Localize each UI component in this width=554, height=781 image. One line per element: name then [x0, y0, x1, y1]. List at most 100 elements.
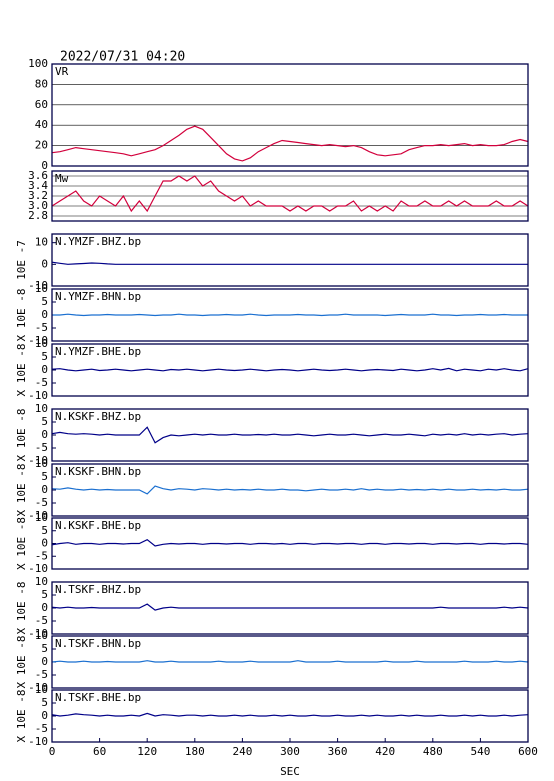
data-line — [51, 367, 529, 372]
y-tick-label: 40 — [35, 118, 48, 131]
data-line — [51, 660, 529, 663]
y-tick-label: -10 — [28, 334, 48, 347]
y-tick-label: -5 — [35, 321, 48, 334]
y-tick-label: -10 — [28, 509, 48, 522]
y-tick-label: 10 — [35, 282, 48, 295]
panel-frame — [51, 343, 529, 397]
y-axis-label: X 10E -8 — [15, 517, 28, 570]
y-tick-label: 0 — [41, 601, 48, 614]
y-tick-label: 0 — [41, 655, 48, 668]
panel-label: N.KSKF.BHE.bp — [55, 519, 141, 532]
x-tick-label: 240 — [232, 745, 252, 758]
data-line — [51, 712, 529, 717]
y-axis-label: X 10E -8 — [15, 582, 28, 635]
y-tick-label: 100 — [28, 57, 48, 70]
y-tick-label: 60 — [35, 98, 48, 111]
chart-title: 2022/07/31 04:20 — [60, 50, 185, 65]
data-line — [51, 538, 529, 547]
y-tick-label: -5 — [35, 376, 48, 389]
data-line — [51, 426, 529, 444]
y-axis-label: 10E -7 — [15, 240, 28, 280]
y-axis-label: X 10E -8 — [15, 409, 28, 462]
panel-frame — [51, 233, 529, 287]
y-tick-label: 5 — [41, 295, 48, 308]
y-tick-label: 3.2 — [28, 189, 48, 202]
y-tick-label: -10 — [28, 454, 48, 467]
y-tick-label: 2.8 — [28, 209, 48, 222]
y-tick-label: 0 — [41, 257, 48, 270]
y-tick-label: 3.4 — [28, 179, 48, 192]
x-tick-label: 0 — [49, 745, 56, 758]
panel-label: N.YMZF.BHE.bp — [55, 345, 141, 358]
panel-frame — [51, 288, 529, 342]
y-tick-label: 5 — [41, 415, 48, 428]
x-tick-label: 60 — [93, 745, 106, 758]
panel-label: N.KSKF.BHZ.bp — [55, 410, 141, 423]
y-axis-label: X 10E -8 — [15, 289, 28, 342]
panel-label: VR — [55, 65, 69, 78]
y-axis-label: X 10E -8 — [15, 690, 28, 743]
y-tick-label: 10 — [35, 337, 48, 350]
panel-frame — [51, 635, 529, 689]
y-tick-label: 0 — [41, 159, 48, 172]
y-tick-label: 0 — [41, 308, 48, 321]
panel-label: N.TSKF.BHN.bp — [55, 637, 141, 650]
panel-frame — [51, 581, 529, 635]
panel-label: N.TSKF.BHE.bp — [55, 691, 141, 704]
y-tick-label: 5 — [41, 350, 48, 363]
data-line — [52, 313, 528, 317]
x-tick-label: 480 — [423, 745, 443, 758]
y-tick-label: -10 — [28, 389, 48, 402]
y-tick-label: 10 — [35, 629, 48, 642]
y-tick-label: 10 — [35, 575, 48, 588]
y-tick-label: 10 — [35, 402, 48, 415]
y-axis-label: X 10E -8 — [15, 344, 28, 397]
x-tick-label: 360 — [328, 745, 348, 758]
panel-frame — [51, 63, 529, 167]
panel-label: N.YMZF.BHN.bp — [55, 290, 141, 303]
y-tick-label: -10 — [28, 279, 48, 292]
x-tick-label: 300 — [280, 745, 300, 758]
y-tick-label: -5 — [35, 549, 48, 562]
x-tick-label: 420 — [375, 745, 395, 758]
panel-label: N.TSKF.BHZ.bp — [55, 583, 141, 596]
y-tick-label: 5 — [41, 588, 48, 601]
y-tick-label: 20 — [35, 139, 48, 152]
y-tick-label: -5 — [35, 722, 48, 735]
y-tick-label: 80 — [35, 77, 48, 90]
y-tick-label: 5 — [41, 524, 48, 537]
y-tick-label: -10 — [28, 562, 48, 575]
y-axis-label: X 10E -8 — [15, 464, 28, 517]
panel-frame — [51, 408, 529, 462]
y-tick-label: 5 — [41, 696, 48, 709]
y-tick-label: 3.6 — [28, 169, 48, 182]
panel-frame — [51, 170, 529, 222]
data-line — [51, 261, 528, 265]
panel-label: N.YMZF.BHZ.bp — [55, 235, 141, 248]
x-axis-label: SEC — [280, 765, 300, 778]
y-tick-label: 10 — [35, 236, 48, 249]
y-tick-label: 5 — [41, 470, 48, 483]
y-tick-label: 0 — [41, 363, 48, 376]
y-tick-label: -10 — [28, 735, 48, 748]
y-tick-label: 10 — [35, 457, 48, 470]
y-tick-label: 10 — [35, 683, 48, 696]
data-line — [51, 485, 529, 495]
x-tick-label: 600 — [518, 745, 538, 758]
y-tick-label: -10 — [28, 627, 48, 640]
y-tick-label: -5 — [35, 614, 48, 627]
data-line — [51, 125, 529, 162]
y-tick-label: 0 — [41, 428, 48, 441]
x-tick-label: 540 — [470, 745, 490, 758]
y-tick-label: 0 — [41, 709, 48, 722]
data-line — [51, 175, 529, 213]
y-tick-label: 10 — [35, 511, 48, 524]
y-tick-label: 3.0 — [28, 199, 48, 212]
panel-label: N.KSKF.BHN.bp — [55, 465, 141, 478]
x-tick-label: 180 — [185, 745, 205, 758]
y-tick-label: -10 — [28, 681, 48, 694]
y-axis-label: X 10E -8 — [15, 636, 28, 689]
y-tick-label: 0 — [41, 483, 48, 496]
panel-frame — [51, 463, 529, 517]
